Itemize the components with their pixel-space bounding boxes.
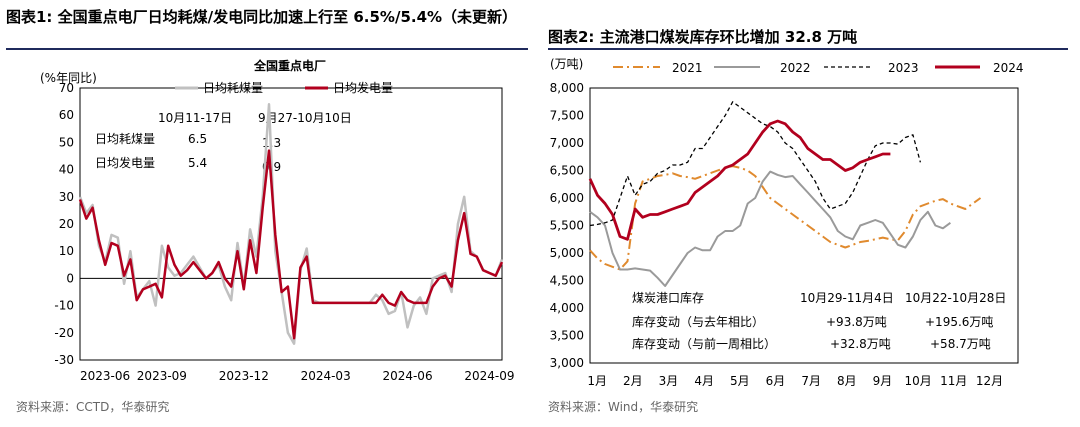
- left-y-axis-label: (%年同比): [40, 71, 97, 85]
- left-y-tick-label: 30: [59, 190, 74, 204]
- left-y-tick-label: 0: [66, 271, 74, 285]
- right-x-tick-label: 8月: [837, 374, 857, 388]
- right-y-tick-label: 5,000: [550, 246, 584, 260]
- left-table-row2-v1: 5.4: [188, 156, 207, 170]
- legend-label-2024: 2024: [993, 61, 1024, 75]
- right-series-2024: [588, 119, 891, 241]
- right-y-tick-label: 6,500: [550, 164, 584, 178]
- right-x-tick-label: 6月: [766, 374, 786, 388]
- right-x-tick-label: 9月: [873, 374, 893, 388]
- left-x-tick-label: 2024-06: [382, 369, 432, 383]
- left-y-tick-label: 50: [59, 135, 74, 149]
- left-x-tick-label: 2024-09: [464, 369, 514, 383]
- right-y-tick-label: 8,000: [550, 81, 584, 95]
- left-y-tick-label: 60: [59, 108, 74, 122]
- left-source-note: 资料来源：CCTD，华泰研究: [16, 400, 170, 414]
- left-chart: 全国重点电厂 (%年同比) 日均耗煤量 日均发电量 10月11-17日 9月27…: [40, 58, 514, 383]
- right-table-row1-label: 库存变动（与去年相比）: [632, 314, 764, 329]
- right-x-tick-label: 1月: [587, 374, 607, 388]
- right-y-tick-label: 7,000: [550, 136, 584, 150]
- right-y-axis-label: (万吨): [550, 57, 583, 71]
- legend-label-2022: 2022: [780, 61, 811, 75]
- right-y-tick-label: 4,500: [550, 274, 584, 288]
- right-y-tick-label: 6,000: [550, 191, 584, 205]
- left-data-table: 10月11-17日 9月27-10月10日 日均耗煤量 6.5 1.3 日均发电…: [95, 111, 352, 174]
- left-y-tick-label: 70: [59, 81, 74, 95]
- left-title-rule: [6, 48, 528, 50]
- left-y-tick-label: 20: [59, 217, 74, 231]
- left-table-col1-header: 10月11-17日: [158, 111, 232, 125]
- right-y-tick-label: 4,000: [550, 301, 584, 315]
- left-x-tick-label: 2023-09: [137, 369, 187, 383]
- right-chart: (万吨) 2021 2022 2023 2024 煤炭港口库存 10月29-11…: [550, 57, 1024, 388]
- right-legend: 2021 2022 2023 2024: [613, 61, 1024, 75]
- right-title-rule: [548, 48, 1068, 50]
- left-y-tick-label: 10: [59, 244, 74, 258]
- right-table-col1-header: 10月29-11月4日: [800, 291, 894, 305]
- left-y-tick-label: -20: [54, 326, 74, 340]
- right-source-note: 资料来源：Wind，华泰研究: [548, 400, 699, 414]
- left-y-tick-label: -10: [54, 299, 74, 313]
- left-y-tick-label: 40: [59, 163, 74, 177]
- right-series-2022: [589, 170, 951, 287]
- right-x-tick-label: 2月: [623, 374, 643, 388]
- right-table-title: 煤炭港口库存: [632, 290, 704, 305]
- left-table-row1-v1: 6.5: [188, 132, 207, 146]
- legend-label-power: 日均发电量: [333, 80, 393, 95]
- left-x-tick-label: 2023-12: [219, 369, 269, 383]
- left-series-power: [78, 149, 504, 340]
- left-figure-title: 图表1: 全国重点电厂日均耗煤/发电同比加速上行至 6.5%/5.4%（未更新）: [6, 8, 518, 26]
- right-x-tick-label: 3月: [659, 374, 679, 388]
- right-y-tick-label: 7,500: [550, 109, 584, 123]
- right-x-tick-label: 4月: [694, 374, 714, 388]
- left-table-row1-label: 日均耗煤量: [95, 132, 155, 146]
- right-x-tick-label: 12月: [976, 374, 1003, 388]
- left-chart-title: 全国重点电厂: [253, 58, 326, 73]
- right-table-row2-label: 库存变动（与前一周相比）: [632, 336, 776, 351]
- left-y-tick-label: -30: [54, 353, 74, 367]
- left-x-tick-label: 2023-06: [80, 369, 130, 383]
- left-x-tick-label: 2024-03: [301, 369, 351, 383]
- right-table-row1-v1: +93.8万吨: [826, 315, 887, 329]
- right-y-tick-label: 3,000: [550, 356, 584, 370]
- legend-label-coal: 日均耗煤量: [203, 81, 263, 95]
- right-table-row2-v2: +58.7万吨: [930, 337, 991, 351]
- right-series-2021: [589, 165, 982, 271]
- right-y-tick-label: 5,500: [550, 219, 584, 233]
- right-table-row1-v2: +195.6万吨: [925, 315, 993, 329]
- right-x-tick-label: 10月: [904, 374, 931, 388]
- left-table-col2-header: 9月27-10月10日: [258, 111, 352, 125]
- right-x-tick-label: 11月: [940, 374, 967, 388]
- right-figure-title: 图表2: 主流港口煤炭库存环比增加 32.8 万吨: [548, 28, 858, 46]
- right-x-tick-label: 7月: [801, 374, 821, 388]
- left-legend: 日均耗煤量 日均发电量: [175, 80, 393, 95]
- right-y-tick-label: 3,500: [550, 329, 584, 343]
- right-table-row2-v1: +32.8万吨: [830, 337, 891, 351]
- right-x-tick-label: 5月: [730, 374, 750, 388]
- left-table-row2-label: 日均发电量: [95, 155, 155, 170]
- right-data-table: 煤炭港口库存 10月29-11月4日 10月22-10月28日 库存变动（与去年…: [632, 290, 1006, 351]
- right-series-2023: [589, 101, 922, 227]
- left-plot-frame: [79, 87, 503, 361]
- right-table-col2-header: 10月22-10月28日: [905, 291, 1006, 305]
- legend-label-2023: 2023: [888, 61, 919, 75]
- legend-label-2021: 2021: [672, 61, 703, 75]
